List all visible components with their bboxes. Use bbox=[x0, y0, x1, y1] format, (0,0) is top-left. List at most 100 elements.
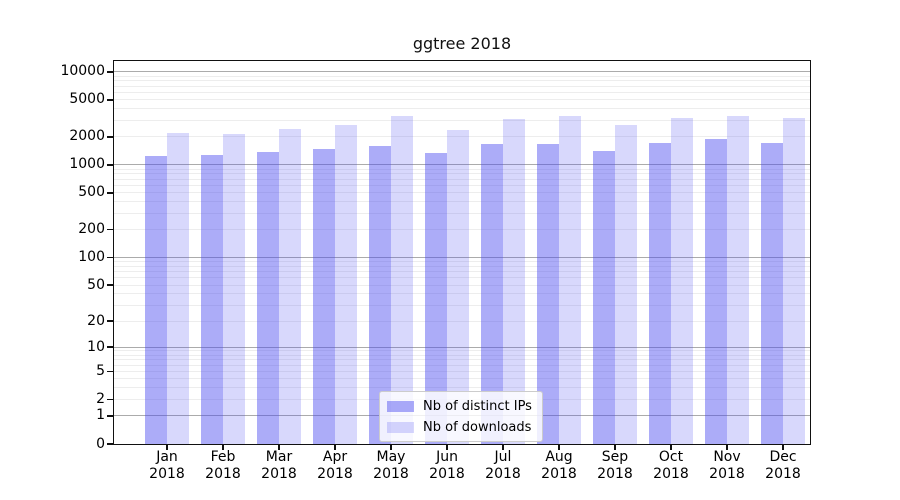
gridline-minor bbox=[114, 201, 810, 203]
x-tick-mark bbox=[166, 445, 168, 450]
gridline-minor bbox=[114, 178, 810, 180]
x-tick-month: Feb bbox=[210, 449, 236, 465]
gridline-minor bbox=[114, 92, 810, 94]
x-tick-label: Dec 2018 bbox=[753, 449, 813, 483]
y-tick-mark bbox=[107, 99, 114, 101]
chart-title: ggtree 2018 bbox=[412, 34, 512, 53]
x-tick-label: Mar 2018 bbox=[249, 449, 309, 483]
x-tick-mark bbox=[278, 445, 280, 450]
bar-distinct-ips bbox=[145, 156, 167, 444]
y-tick-mark bbox=[107, 256, 114, 259]
plot-area: Nb of distinct IPs Nb of downloads bbox=[114, 61, 810, 444]
x-tick-mark bbox=[558, 445, 560, 450]
x-tick-mark bbox=[726, 445, 728, 450]
x-tick-mark bbox=[446, 445, 448, 450]
y-tick-mark bbox=[107, 398, 114, 401]
x-tick-month: Dec bbox=[769, 449, 797, 465]
x-tick-month: Jul bbox=[494, 449, 512, 465]
y-tick-mark bbox=[107, 284, 114, 286]
y-tick-label: 2 bbox=[96, 391, 105, 408]
x-tick-label: Oct 2018 bbox=[641, 449, 701, 483]
bar-distinct-ips bbox=[257, 151, 279, 444]
x-tick-label: Sep 2018 bbox=[585, 449, 645, 483]
gridline-minor bbox=[114, 304, 810, 306]
legend-swatch-downloads bbox=[387, 421, 414, 433]
x-tick-month: Nov bbox=[713, 449, 741, 465]
x-tick-year: 2018 bbox=[653, 466, 689, 482]
x-tick-year: 2018 bbox=[541, 466, 577, 482]
y-tick-label: 200 bbox=[78, 221, 105, 238]
x-tick-year: 2018 bbox=[429, 466, 465, 482]
gridline-minor bbox=[114, 212, 810, 214]
bar-downloads bbox=[391, 115, 413, 444]
x-tick-month: Aug bbox=[545, 449, 573, 465]
y-tick-label: 5 bbox=[96, 363, 105, 380]
x-tick-label: Jan 2018 bbox=[137, 449, 197, 483]
x-tick-mark bbox=[390, 445, 392, 450]
bar-distinct-ips bbox=[537, 143, 559, 444]
gridline-minor bbox=[114, 261, 810, 263]
x-tick-month: May bbox=[376, 449, 406, 465]
gridline-minor bbox=[114, 173, 810, 175]
x-tick-label: Feb 2018 bbox=[193, 449, 253, 483]
gridline-minor bbox=[114, 192, 810, 194]
y-tick-label: 20 bbox=[87, 312, 105, 329]
y-tick-mark bbox=[107, 443, 114, 445]
gridline-major bbox=[114, 71, 810, 73]
x-tick-label: May 2018 bbox=[361, 449, 421, 483]
gridline-minor bbox=[114, 184, 810, 186]
gridline-minor bbox=[114, 371, 810, 373]
x-tick-month: Sep bbox=[601, 449, 629, 465]
x-tick-mark bbox=[222, 445, 224, 450]
x-tick-mark bbox=[502, 445, 504, 450]
bar-downloads bbox=[223, 133, 245, 444]
bar-downloads bbox=[671, 117, 693, 444]
legend-item: Nb of downloads bbox=[387, 418, 532, 436]
y-tick-label: 0 bbox=[96, 435, 105, 452]
gridline-major bbox=[114, 257, 810, 259]
y-tick-label: 500 bbox=[78, 184, 105, 201]
gridline-minor bbox=[114, 271, 810, 273]
y-tick-mark bbox=[107, 71, 114, 73]
legend-label: Nb of distinct IPs bbox=[423, 398, 532, 414]
x-tick-year: 2018 bbox=[317, 466, 353, 482]
bar-downloads bbox=[727, 115, 749, 444]
x-tick-label: Apr 2018 bbox=[305, 449, 365, 483]
gridline-minor bbox=[114, 85, 810, 87]
y-tick-mark bbox=[107, 346, 114, 348]
bar-distinct-ips bbox=[593, 151, 615, 444]
gridline-minor bbox=[114, 364, 810, 366]
legend: Nb of distinct IPs Nb of downloads bbox=[379, 391, 543, 442]
bar-distinct-ips bbox=[313, 148, 335, 444]
gridline-major bbox=[114, 164, 810, 166]
y-tick-label: 10 bbox=[87, 338, 105, 355]
bar-distinct-ips bbox=[705, 138, 727, 444]
gridline-minor bbox=[114, 284, 810, 286]
bar-downloads bbox=[279, 128, 301, 444]
gridline-minor bbox=[114, 120, 810, 122]
y-tick-mark bbox=[107, 136, 114, 138]
x-tick-month: Jun bbox=[436, 449, 458, 465]
gridline-minor bbox=[114, 350, 810, 352]
gridline-minor bbox=[114, 75, 810, 77]
x-tick-year: 2018 bbox=[205, 466, 241, 482]
y-tick-mark bbox=[107, 192, 114, 194]
x-tick-label: Aug 2018 bbox=[529, 449, 589, 483]
y-tick-label: 1 bbox=[96, 407, 105, 424]
x-tick-label: Jul 2018 bbox=[473, 449, 533, 483]
gridline-minor bbox=[114, 359, 810, 361]
bar-distinct-ips bbox=[649, 143, 671, 444]
x-tick-label: Nov 2018 bbox=[697, 449, 757, 483]
bar-distinct-ips bbox=[425, 152, 447, 444]
bar-downloads bbox=[559, 116, 581, 444]
y-tick-label: 2000 bbox=[69, 128, 105, 145]
gridline-minor bbox=[114, 229, 810, 231]
bar-distinct-ips bbox=[481, 144, 503, 444]
x-tick-year: 2018 bbox=[485, 466, 521, 482]
x-tick-month: Apr bbox=[322, 449, 348, 465]
gridline-minor bbox=[114, 80, 810, 82]
x-tick-year: 2018 bbox=[765, 466, 801, 482]
x-tick-month: Oct bbox=[658, 449, 684, 465]
gridline-minor bbox=[114, 99, 810, 101]
